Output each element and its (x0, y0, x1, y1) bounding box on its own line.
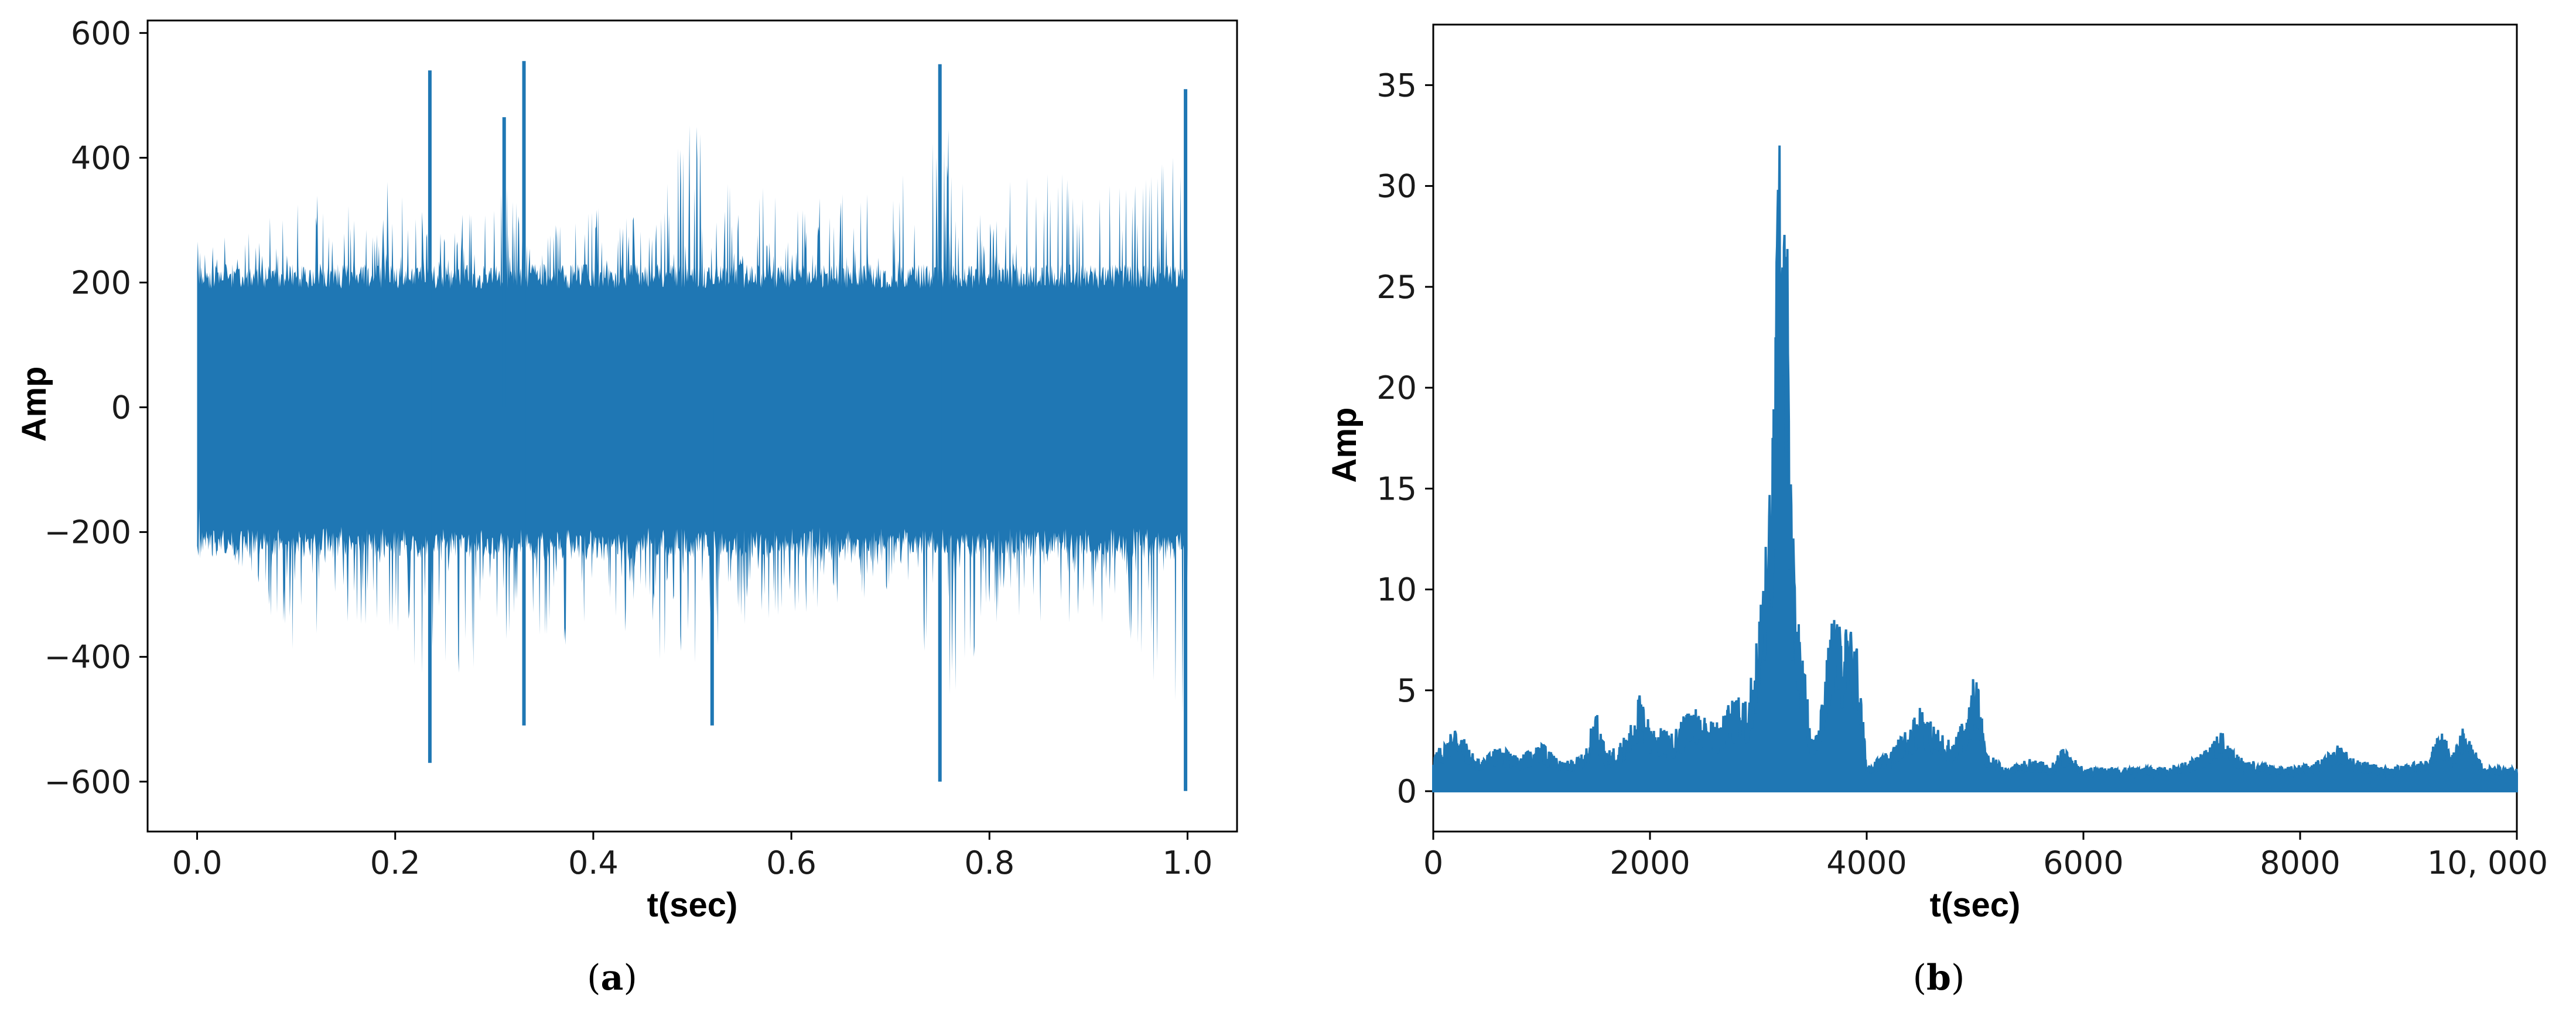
chart-b-ytick-label: 15 (1376, 470, 1417, 507)
chart-a-signal-band (197, 125, 1188, 724)
chart-b-ytick-label: 10 (1376, 572, 1417, 608)
chart-b-xlabel: t(sec) (1930, 886, 2021, 924)
chart-b-signal (1432, 145, 2518, 793)
chart-b-ytick-label: 0 (1397, 773, 1417, 810)
chart-b-ytick-label: 20 (1376, 370, 1417, 406)
chart-b-xtick-label: 10, 000 (2427, 844, 2548, 881)
caption-a: (a) (587, 957, 637, 998)
chart-a-xtick-label: 0.2 (370, 844, 421, 881)
chart-a-ylabel: Amp (15, 367, 53, 442)
chart-a-plot-frame (146, 19, 1238, 833)
chart-a-xtick-label: 0.0 (172, 844, 223, 881)
chart-a-xlabel: t(sec) (647, 886, 738, 924)
chart-a-ytick-label: 600 (71, 15, 131, 52)
chart-b-xtick-label: 6000 (2043, 844, 2123, 881)
chart-a-xtick-label: 1.0 (1163, 844, 1213, 881)
chart-a: 0.0 0.2 0.4 0.6 0.8 1.0 −600 −400 −200 0 200 400 600… (15, 15, 1238, 998)
chart-b-ytick-label: 5 (1397, 672, 1417, 709)
chart-b-ylabel: Amp (1325, 408, 1364, 483)
chart-b-xtick-label: 0 (1423, 844, 1443, 881)
chart-a-ytick-label: −600 (45, 764, 131, 801)
chart-a-ytick-label: 0 (111, 389, 131, 426)
chart-b-xtick-label: 2000 (1610, 844, 1690, 881)
chart-a-xtick-label: 0.8 (964, 844, 1014, 881)
chart-a-xtick-label: 0.4 (568, 844, 619, 881)
chart-a-ytick-label: −200 (45, 514, 131, 551)
chart-a-ytick-label: −400 (45, 639, 131, 676)
caption-b: (b) (1913, 957, 1965, 998)
chart-b-ytick-label: 25 (1376, 269, 1417, 306)
chart-b-xtick-label: 8000 (2260, 844, 2340, 881)
chart-a-ytick-label: 200 (71, 264, 131, 301)
chart-b-ytick-label: 35 (1376, 67, 1417, 104)
chart-a-ytick-label: 400 (71, 139, 131, 176)
chart-b-ytick-label: 30 (1376, 168, 1417, 205)
chart-b: 0 2000 4000 6000 8000 10, 000 0 5 10 15 20 25 30 35 t… (1325, 23, 2548, 998)
chart-a-xtick-label: 0.6 (766, 844, 816, 881)
chart-b-xtick-label: 4000 (1826, 844, 1907, 881)
chart-b-plot-frame (1432, 23, 2518, 833)
